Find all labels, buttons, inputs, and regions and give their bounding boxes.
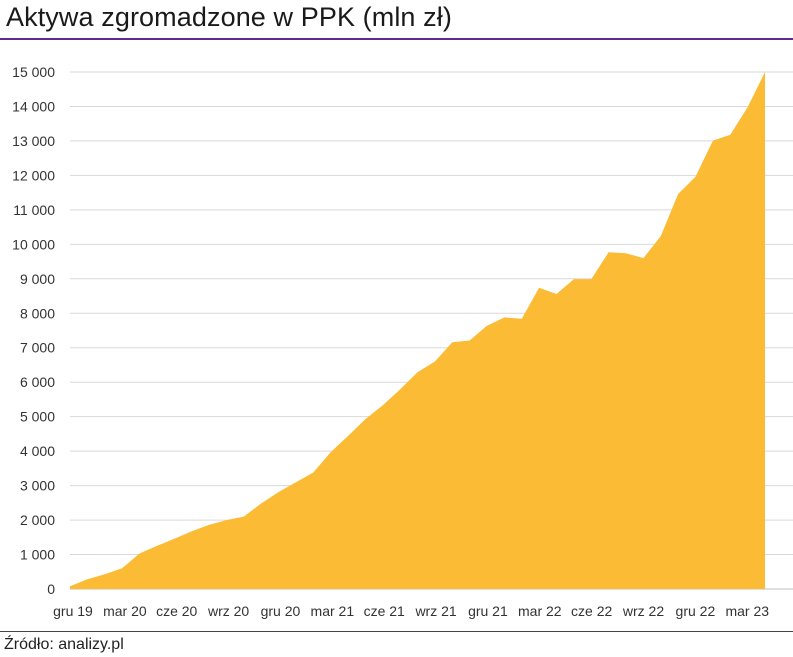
title-divider (0, 38, 793, 40)
chart-title: Aktywa zgromadzone w PPK (mln zł) (6, 2, 452, 32)
y-tick-label: 6 000 (20, 374, 55, 390)
x-tick-label: wrz 20 (207, 603, 249, 619)
y-tick-label: 15 000 (12, 64, 55, 80)
source-note: Źródło: analizy.pl (4, 636, 124, 653)
x-tick-label: mar 21 (311, 603, 355, 619)
y-tick-label: 14 000 (12, 98, 55, 114)
x-tick-label: mar 23 (725, 603, 769, 619)
x-tick-label: gru 22 (676, 603, 716, 619)
x-tick-label: wrz 21 (414, 603, 456, 619)
area-chart: 0 1 000 2 000 3 000 4 000 5 000 6 000 7 000 8 00… (12, 64, 793, 619)
x-tick-label: mar 22 (518, 603, 562, 619)
y-tick-label: 10 000 (12, 236, 55, 252)
footer-divider (0, 631, 793, 632)
x-tick-label: cze 22 (571, 603, 612, 619)
x-tick-label: mar 20 (103, 603, 147, 619)
x-tick-label: gru 20 (261, 603, 301, 619)
x-tick-label: gru 21 (468, 603, 508, 619)
y-tick-label: 2 000 (20, 512, 55, 528)
y-tick-label: 1 000 (20, 547, 55, 563)
y-tick-label: 11 000 (13, 202, 55, 218)
x-tick-label: cze 21 (364, 603, 405, 619)
area-series (70, 72, 765, 589)
x-tick-label: cze 20 (156, 603, 197, 619)
y-tick-label: 9 000 (20, 271, 55, 287)
y-tick-label: 12 000 (12, 167, 55, 183)
y-tick-label: 3 000 (20, 478, 55, 494)
y-tick-label: 7 000 (20, 340, 55, 356)
y-tick-label: 0 (47, 581, 55, 597)
y-axis: 0 1 000 2 000 3 000 4 000 5 000 6 000 7 000 8 00… (12, 64, 55, 597)
y-tick-label: 4 000 (20, 443, 55, 459)
y-tick-label: 8 000 (20, 305, 55, 321)
x-tick-label: gru 19 (53, 603, 93, 619)
x-tick-label: wrz 22 (622, 603, 664, 619)
area-fill (70, 72, 765, 589)
y-tick-label: 13 000 (12, 133, 55, 149)
y-tick-label: 5 000 (20, 409, 55, 425)
x-axis: gru 19 mar 20 cze 20 wrz 20 gru 20 mar 21 cze … (53, 603, 769, 619)
